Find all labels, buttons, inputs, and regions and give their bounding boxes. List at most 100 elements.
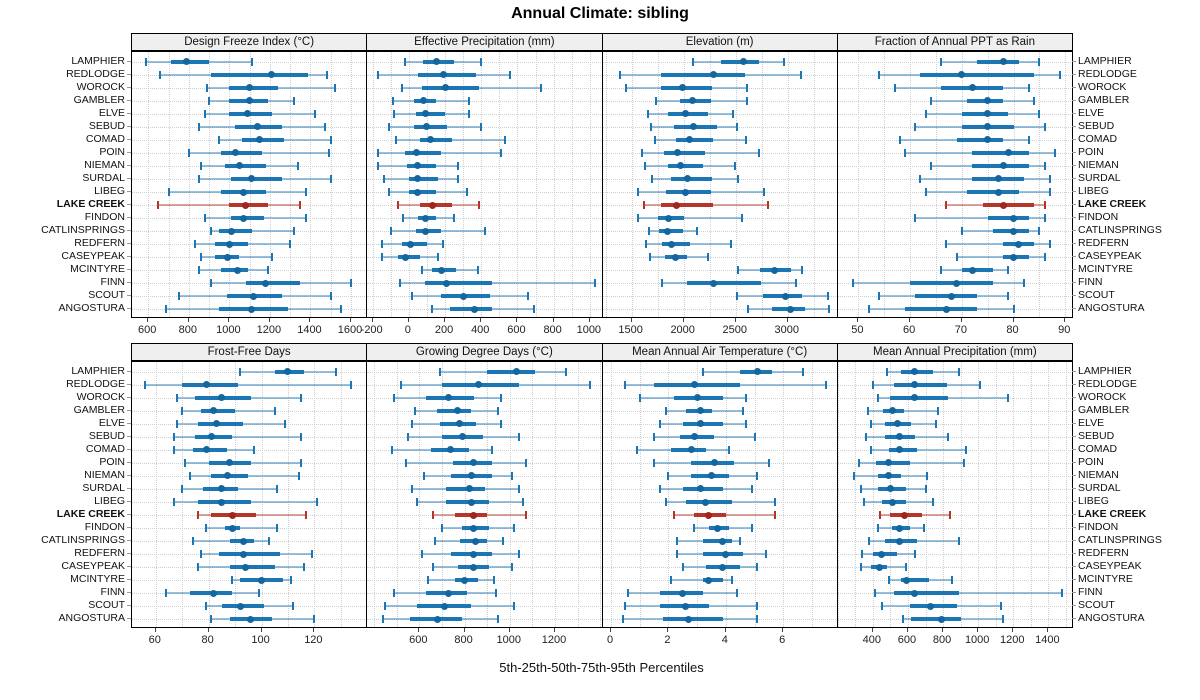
iqr-bar xyxy=(407,163,436,168)
gridline-vertical xyxy=(426,52,428,317)
site-label-right-findon: FINDON xyxy=(1078,521,1119,534)
whisker-line xyxy=(174,435,302,438)
median-dot xyxy=(994,175,1002,183)
whisker-cap-95th xyxy=(795,279,798,288)
whisker-cap-95th xyxy=(522,498,525,506)
gridline-horizontal xyxy=(367,100,602,102)
whisker-cap-95th xyxy=(765,550,768,559)
whisker-cap-95th xyxy=(250,57,253,66)
median-dot xyxy=(427,136,435,144)
gridline-vertical xyxy=(683,52,685,317)
iqr-bar xyxy=(398,255,420,260)
site-label-right-redfern: REDFERN xyxy=(1078,237,1129,250)
x-tick xyxy=(1064,318,1066,322)
whisker-cap-5th xyxy=(422,471,425,480)
gridline-vertical xyxy=(1048,362,1050,627)
iqr-bar xyxy=(219,552,280,557)
gridline-vertical xyxy=(441,362,443,627)
x-tick-label: -200 xyxy=(360,324,383,336)
site-label-right-gambler: GAMBLER xyxy=(1078,403,1130,416)
whisker-cap-95th xyxy=(517,484,520,493)
site-label-left-lamphier: LAMPHIER xyxy=(71,54,125,67)
gridline-horizontal xyxy=(367,87,602,89)
gridline-horizontal xyxy=(837,100,1072,102)
y-tick xyxy=(127,86,131,88)
whisker-cap-95th xyxy=(565,367,568,376)
iqr-bar xyxy=(425,281,493,286)
gridline-vertical xyxy=(577,362,579,627)
y-tick xyxy=(127,383,131,385)
whisker-cap-95th xyxy=(750,484,753,493)
site-label-right-scout: SCOUT xyxy=(1078,599,1115,612)
whisker-cap-95th xyxy=(511,563,514,572)
whisker-cap-95th xyxy=(731,109,734,118)
whisker-cap-95th xyxy=(483,227,486,236)
x-tick xyxy=(552,318,554,322)
whisker-cap-5th xyxy=(885,367,888,376)
whisker-cap-95th xyxy=(926,471,929,480)
iqr-bar xyxy=(911,617,961,622)
gridline-vertical xyxy=(249,52,251,317)
median-dot xyxy=(268,71,276,79)
site-label-left-lake-creek: LAKE CREEK xyxy=(56,198,125,211)
gridline-horizontal xyxy=(602,436,837,438)
iqr-bar xyxy=(660,203,713,208)
whisker-cap-5th xyxy=(411,484,414,493)
median-dot xyxy=(682,188,690,196)
y-tick xyxy=(1072,112,1076,114)
x-tick xyxy=(553,628,555,632)
median-dot xyxy=(999,162,1007,170)
gridline-horizontal xyxy=(132,257,367,259)
y-tick xyxy=(127,177,131,179)
gridline-vertical xyxy=(631,52,633,317)
whisker-cap-95th xyxy=(828,305,831,314)
iqr-bar xyxy=(915,294,978,299)
x-tick-label: 1000 xyxy=(576,324,602,336)
gridline-vertical xyxy=(155,362,157,627)
gridline-vertical xyxy=(340,362,342,627)
x-tick xyxy=(407,318,409,322)
site-label-left-nieman: NIEMAN xyxy=(84,158,125,171)
iqr-bar xyxy=(229,85,279,90)
whisker-cap-5th xyxy=(205,524,207,533)
site-label-right-caseypeak: CASEYPEAK xyxy=(1078,250,1142,263)
gridline-vertical xyxy=(709,52,711,317)
y-tick xyxy=(127,527,131,529)
x-tick xyxy=(508,628,510,632)
whisker-cap-95th xyxy=(905,563,908,572)
whisker-cap-95th xyxy=(735,122,738,131)
whisker-cap-95th xyxy=(276,524,279,533)
y-tick xyxy=(127,409,131,411)
median-dot xyxy=(458,433,466,441)
whisker-line xyxy=(915,217,1045,220)
y-tick xyxy=(127,191,131,192)
whisker-cap-95th xyxy=(350,380,353,389)
whisker-cap-95th xyxy=(730,576,733,585)
whisker-cap-5th xyxy=(870,419,873,428)
site-label-right-finn: FINN xyxy=(1078,276,1103,289)
median-dot xyxy=(239,537,247,545)
iqr-bar xyxy=(229,565,275,570)
y-tick xyxy=(1072,422,1076,424)
iqr-bar xyxy=(198,421,243,426)
iqr-bar xyxy=(421,85,480,90)
whisker-cap-5th xyxy=(870,445,873,454)
x-tick xyxy=(313,628,315,632)
gridline-horizontal xyxy=(837,257,1072,259)
y-tick xyxy=(1072,527,1076,529)
y-tick xyxy=(127,204,131,206)
gridline-horizontal xyxy=(837,541,1072,543)
gridline-horizontal xyxy=(602,296,837,298)
gridline-vertical xyxy=(419,362,421,627)
gridline-horizontal xyxy=(367,580,602,582)
y-tick xyxy=(1072,256,1076,258)
median-dot xyxy=(708,472,716,480)
median-dot xyxy=(513,368,521,375)
whisker-cap-95th xyxy=(1043,214,1046,223)
whisker-cap-95th xyxy=(532,305,535,314)
median-dot xyxy=(433,615,441,623)
site-label-right-elve: ELVE xyxy=(1078,106,1105,119)
whisker-cap-95th xyxy=(733,161,736,170)
gridline-vertical xyxy=(1013,52,1015,317)
